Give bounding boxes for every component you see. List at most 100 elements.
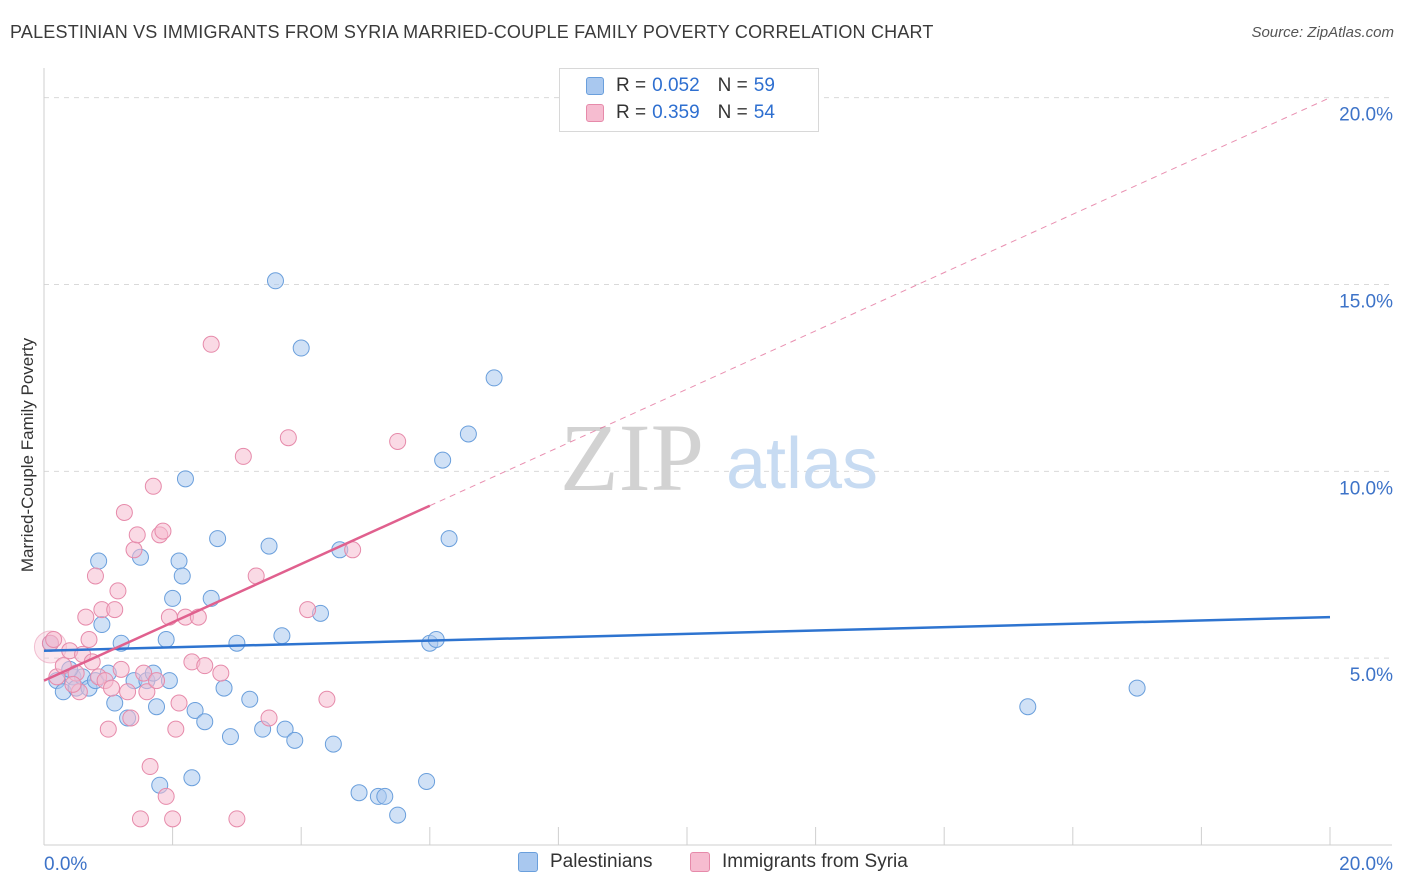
point-syria bbox=[125, 541, 143, 559]
r-value: 0.359 bbox=[652, 102, 700, 123]
point-syria bbox=[167, 720, 185, 738]
watermark-atlas: atlas bbox=[726, 424, 878, 504]
point-syria bbox=[202, 335, 220, 353]
watermark: ZIP atlas bbox=[560, 404, 878, 511]
point-palestinians bbox=[228, 634, 246, 652]
y-tick-label: 15.0% bbox=[1339, 292, 1393, 313]
x-tick-label-max: 20.0% bbox=[1339, 854, 1393, 875]
point-palestinians bbox=[273, 627, 291, 645]
point-syria bbox=[212, 664, 230, 682]
point-syria bbox=[45, 630, 63, 648]
point-syria bbox=[154, 522, 172, 540]
point-syria bbox=[122, 709, 140, 727]
point-palestinians bbox=[434, 451, 452, 469]
point-palestinians bbox=[324, 735, 342, 753]
point-palestinians bbox=[440, 530, 458, 548]
y-tick-label: 10.0% bbox=[1339, 478, 1393, 499]
trend-line-syria-extension bbox=[429, 97, 1331, 507]
point-syria bbox=[128, 526, 146, 544]
point-syria bbox=[109, 582, 127, 600]
point-syria bbox=[138, 683, 156, 701]
legend-row-syria: R = 0.359 N = 54 bbox=[586, 101, 775, 125]
n-value: 54 bbox=[753, 102, 775, 123]
point-palestinians bbox=[266, 272, 284, 290]
point-palestinians bbox=[376, 787, 394, 805]
point-palestinians bbox=[215, 679, 233, 697]
scatter-points bbox=[33, 272, 1146, 828]
point-palestinians bbox=[209, 530, 227, 548]
point-palestinians bbox=[485, 369, 503, 387]
y-tick-label: 20.0% bbox=[1339, 105, 1393, 126]
legend-label-palestinians: Palestinians bbox=[550, 851, 653, 872]
point-syria bbox=[86, 567, 104, 585]
n-value: 59 bbox=[753, 75, 775, 96]
point-palestinians bbox=[1128, 679, 1146, 697]
point-syria bbox=[157, 787, 175, 805]
point-syria bbox=[196, 657, 214, 675]
y-tick-label: 5.0% bbox=[1350, 665, 1393, 686]
point-syria bbox=[64, 675, 82, 693]
point-syria bbox=[144, 477, 162, 495]
gridlines bbox=[44, 97, 1392, 659]
point-palestinians bbox=[186, 701, 204, 719]
point-syria bbox=[131, 810, 149, 828]
point-palestinians bbox=[418, 772, 436, 790]
point-palestinians bbox=[276, 720, 294, 738]
r-value: 0.052 bbox=[652, 75, 700, 96]
trend-lines bbox=[43, 97, 1331, 682]
point-syria bbox=[103, 679, 121, 697]
legend-label-syria: Immigrants from Syria bbox=[722, 851, 908, 872]
point-palestinians bbox=[173, 567, 191, 585]
point-syria bbox=[80, 630, 98, 648]
point-syria bbox=[164, 810, 182, 828]
legend-item-palestinians[interactable]: Palestinians bbox=[518, 851, 652, 873]
chart-title: PALESTINIAN VS IMMIGRANTS FROM SYRIA MAR… bbox=[10, 22, 934, 42]
watermark-zip: ZIP bbox=[560, 404, 704, 511]
n-label: N = bbox=[717, 102, 748, 123]
point-palestinians bbox=[459, 425, 477, 443]
axes bbox=[43, 68, 1392, 846]
legend-swatch-blue bbox=[586, 77, 604, 95]
point-palestinians bbox=[286, 731, 304, 749]
point-syria bbox=[299, 601, 317, 619]
point-syria bbox=[234, 447, 252, 465]
trend-line-syria bbox=[43, 504, 431, 682]
legend-swatch-pink bbox=[690, 852, 710, 872]
point-syria bbox=[99, 720, 117, 738]
point-palestinians bbox=[292, 339, 310, 357]
legend-swatch-blue bbox=[518, 852, 538, 872]
point-palestinians bbox=[389, 806, 407, 824]
point-palestinians bbox=[1019, 698, 1037, 716]
source-label: Source: ZipAtlas.com bbox=[1251, 24, 1394, 41]
point-palestinians bbox=[196, 713, 214, 731]
legend-item-syria[interactable]: Immigrants from Syria bbox=[690, 851, 908, 873]
point-palestinians bbox=[90, 552, 108, 570]
point-palestinians bbox=[148, 698, 166, 716]
legend-series: Palestinians Immigrants from Syria bbox=[0, 851, 1406, 877]
point-palestinians bbox=[157, 630, 175, 648]
point-syria bbox=[170, 694, 188, 712]
point-palestinians bbox=[164, 589, 182, 607]
legend-stats: R = 0.052 N = 59 R = 0.359 N = 54 bbox=[559, 68, 819, 132]
point-palestinians bbox=[183, 769, 201, 787]
point-syria bbox=[389, 432, 407, 450]
point-palestinians bbox=[350, 784, 368, 802]
point-syria bbox=[135, 664, 153, 682]
point-syria bbox=[112, 660, 130, 678]
x-tick-label-min: 0.0% bbox=[44, 854, 87, 875]
trend-line-palestinians bbox=[43, 615, 1331, 652]
n-label: N = bbox=[717, 75, 748, 96]
tick-labels: 5.0% 10.0% 15.0% 20.0% 0.0% 20.0% bbox=[44, 105, 1393, 875]
point-syria bbox=[260, 709, 278, 727]
point-syria bbox=[318, 690, 336, 708]
point-palestinians bbox=[170, 552, 188, 570]
point-syria bbox=[106, 601, 124, 619]
r-label: R = bbox=[616, 102, 647, 123]
point-syria bbox=[228, 810, 246, 828]
r-label: R = bbox=[616, 75, 647, 96]
point-syria bbox=[279, 429, 297, 447]
point-syria bbox=[119, 683, 137, 701]
point-palestinians bbox=[221, 728, 239, 746]
point-palestinians bbox=[93, 616, 111, 634]
